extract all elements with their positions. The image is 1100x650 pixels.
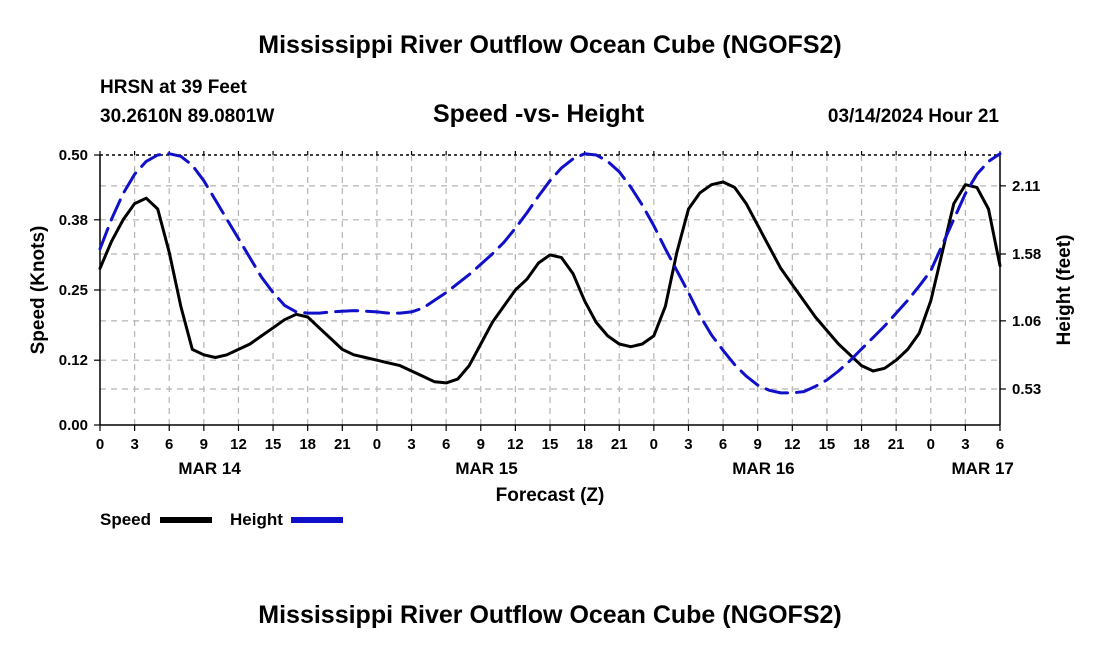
day-label: MAR 14	[178, 459, 241, 478]
y2-axis-label: Height (feet)	[1054, 235, 1075, 346]
x-tick-label: 21	[611, 436, 628, 453]
x-tick-label: 6	[996, 436, 1004, 453]
x-tick-label: 6	[165, 436, 173, 453]
speed-height-chart: 0 3 6 9 12 15 18 21 0 3 6 9 12 15 18 21 0 3 6 9 12 15 18 21 0 3 6M…	[28, 147, 1075, 506]
y-axis-label: Speed (Knots)	[28, 226, 49, 355]
y-tick-label: 0.38	[59, 212, 88, 229]
x-tick-label: 3	[130, 436, 138, 453]
x-tick-label: 3	[407, 436, 415, 453]
legend-height-swatch	[291, 517, 343, 523]
y-tick-label: 0.25	[59, 282, 88, 299]
x-tick-label: 0	[650, 436, 658, 453]
x-tick-label: 18	[576, 436, 593, 453]
x-tick-label: 9	[477, 436, 485, 453]
series-group	[98, 152, 1002, 395]
station-label: HRSN at 39 Feet	[100, 77, 247, 98]
x-tick-label: 9	[200, 436, 208, 453]
x-tick-label: 15	[819, 436, 836, 453]
x-tick-label: 12	[784, 436, 801, 453]
y2-tick-label: 2.11	[1012, 178, 1040, 195]
x-tick-label: 3	[961, 436, 969, 453]
chart-subtitle: Speed -vs- Height	[433, 100, 645, 128]
grid-lines	[100, 155, 1000, 425]
x-tick-label: 9	[754, 436, 762, 453]
station-coords: 30.2610N 89.0801W	[100, 106, 275, 127]
y2-tick-label: 0.53	[1012, 381, 1041, 398]
x-axis-label: Forecast (Z)	[496, 485, 605, 506]
day-label: MAR 15	[455, 459, 517, 478]
axis-labels: 0 3 6 9 12 15 18 21 0 3 6 9 12 15 18 21 0 3 6 9 12 15 18 21 0 3 6M…	[28, 147, 1075, 506]
axes	[94, 151, 1006, 431]
legend-speed-swatch	[160, 517, 212, 523]
y-tick-label: 0.00	[59, 417, 88, 434]
x-tick-label: 0	[927, 436, 935, 453]
x-tick-label: 12	[230, 436, 247, 453]
y-tick-label: 0.12	[59, 352, 88, 369]
series-line-height	[98, 152, 1002, 395]
x-tick-label: 15	[265, 436, 282, 453]
y2-tick-label: 1.06	[1012, 313, 1041, 330]
legend-height-label: Height	[230, 510, 283, 529]
x-tick-label: 21	[334, 436, 351, 453]
x-tick-label: 3	[684, 436, 692, 453]
x-tick-label: 0	[96, 436, 104, 453]
x-tick-label: 18	[299, 436, 316, 453]
x-tick-label: 6	[719, 436, 727, 453]
x-tick-label: 0	[373, 436, 381, 453]
x-tick-label: 6	[442, 436, 450, 453]
x-tick-label: 15	[542, 436, 559, 453]
day-label: MAR 16	[732, 459, 794, 478]
x-tick-label: 21	[888, 436, 905, 453]
footer-title: Mississippi River Outflow Ocean Cube (NG…	[258, 601, 842, 629]
x-tick-label: 18	[853, 436, 870, 453]
series-line-speed	[98, 180, 1002, 385]
legend-speed-label: Speed	[100, 510, 152, 529]
forecast-datetime: 03/14/2024 Hour 21	[827, 106, 999, 127]
chart-title: Mississippi River Outflow Ocean Cube (NG…	[258, 31, 842, 59]
y-tick-label: 0.50	[59, 147, 88, 164]
y2-tick-label: 1.58	[1012, 246, 1041, 263]
day-label: MAR 17	[952, 459, 1014, 478]
x-tick-label: 12	[507, 436, 524, 453]
